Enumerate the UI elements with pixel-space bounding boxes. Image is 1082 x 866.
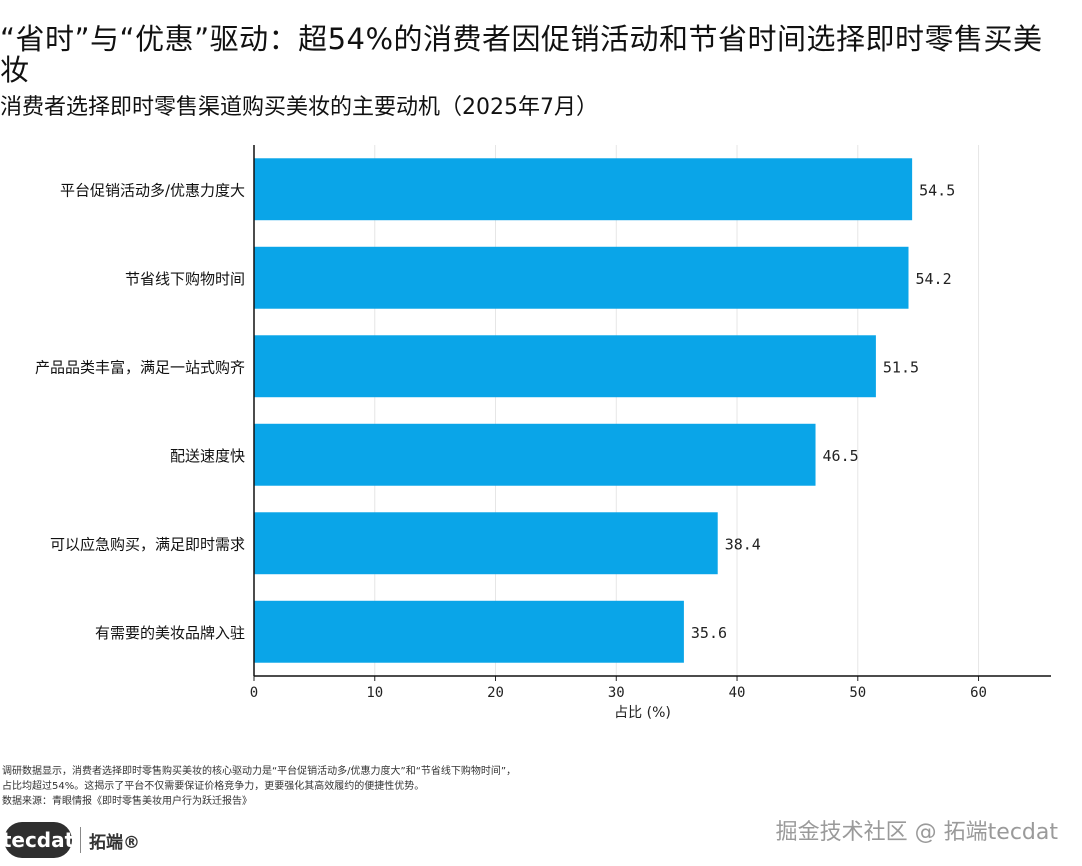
labels: 0 10 20 30 40 50 60 平台促销活动多/优惠力度大 54.5 节省线下购物时间 54… bbox=[35, 181, 987, 721]
note-line-1: 调研数据显示，消费者选择即时零售购买美妆的核心驱动力是“平台促销活动多/优惠力度… bbox=[2, 766, 517, 777]
chart-title: “省时”与“优惠”驱动：超54%的消费者因促销活动和节省时间选择即时零售买美妆 bbox=[0, 22, 1043, 87]
bar-chart: 0 10 20 30 40 50 60 平台促销活动多/优惠力度大 54.5 节省线下购物时间 54… bbox=[35, 145, 1051, 721]
bar bbox=[254, 512, 718, 575]
value-label: 38.4 bbox=[725, 535, 761, 553]
x-tick-label: 30 bbox=[608, 685, 625, 701]
watermark: 掘金技术社区 @ 拓端tecdat bbox=[775, 820, 1058, 845]
bar bbox=[254, 246, 909, 309]
category-label: 配送速度快 bbox=[170, 447, 245, 465]
axes bbox=[253, 145, 1051, 681]
x-tick-label: 40 bbox=[729, 685, 746, 701]
value-label: 54.5 bbox=[919, 181, 955, 199]
category-label: 产品品类丰富，满足一站式购齐 bbox=[35, 358, 245, 376]
value-label: 35.6 bbox=[691, 624, 727, 642]
bar bbox=[254, 158, 913, 221]
x-tick-label: 0 bbox=[250, 685, 258, 701]
bar bbox=[254, 335, 876, 398]
logo-cn-text: 拓端® bbox=[89, 832, 140, 853]
x-axis-title: 占比 (%) bbox=[614, 705, 671, 721]
value-label: 51.5 bbox=[883, 358, 919, 376]
footnote: 调研数据显示，消费者选择即时零售购买美妆的核心驱动力是“平台促销活动多/优惠力度… bbox=[2, 764, 702, 809]
value-label: 54.2 bbox=[916, 270, 952, 288]
x-tick-label: 50 bbox=[849, 685, 866, 701]
bars bbox=[254, 158, 913, 663]
bar bbox=[254, 423, 816, 486]
brand-logo: tecdat 拓端® bbox=[2, 822, 140, 858]
logo-badge: tecdat bbox=[2, 822, 74, 858]
x-tick-label: 10 bbox=[366, 685, 383, 701]
note-line-2: 占比均超过54%。这揭示了平台不仅需要保证价格竞争力，更要强化其高效履约的便捷性… bbox=[2, 781, 425, 792]
category-label: 节省线下购物时间 bbox=[125, 270, 245, 288]
logo-divider bbox=[80, 827, 81, 853]
source-line: 数据来源：青眼情报《即时零售美妆用户行为跃迁报告》 bbox=[2, 796, 252, 807]
grid-lines bbox=[253, 145, 980, 676]
bar bbox=[254, 600, 684, 663]
category-label: 平台促销活动多/优惠力度大 bbox=[60, 181, 245, 199]
category-label: 有需要的美妆品牌入驻 bbox=[95, 624, 245, 642]
value-label: 46.5 bbox=[823, 447, 859, 465]
category-label: 可以应急购买，满足即时需求 bbox=[50, 535, 245, 553]
chart-subtitle: 消费者选择即时零售渠道购买美妆的主要动机（2025年7月） bbox=[0, 95, 598, 120]
x-tick-label: 60 bbox=[970, 685, 987, 701]
x-tick-label: 20 bbox=[487, 685, 504, 701]
